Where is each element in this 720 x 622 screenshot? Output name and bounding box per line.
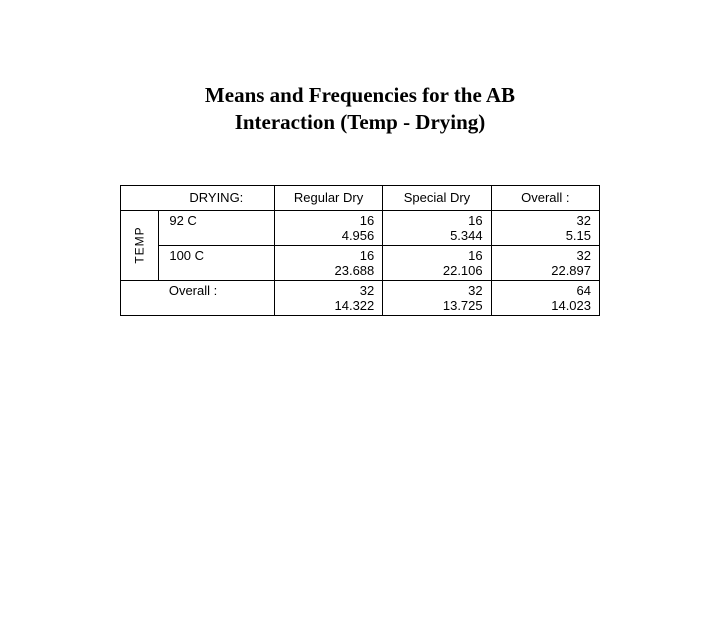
- row-label-100c: 100 C: [159, 245, 274, 280]
- overall-label: Overall :: [159, 280, 274, 315]
- cell-100c-regular: 16 23.688: [274, 245, 382, 280]
- title-line-2: Interaction (Temp - Drying): [235, 110, 486, 134]
- drying-header: DRYING:: [159, 185, 274, 210]
- col-special-dry: Special Dry: [383, 185, 491, 210]
- table-overall-row: Overall : 32 14.322 32 13.725 64 14.023: [121, 280, 600, 315]
- title-line-1: Means and Frequencies for the AB: [205, 83, 515, 107]
- cell-92c-regular: 16 4.956: [274, 210, 382, 245]
- interaction-table: DRYING: Regular Dry Special Dry Overall …: [120, 185, 600, 316]
- table-row: TEMP 92 C 16 4.956 16 5.344 32 5.15: [121, 210, 600, 245]
- temp-axis-label: TEMP: [121, 210, 159, 280]
- col-overall: Overall :: [491, 185, 599, 210]
- col-regular-dry: Regular Dry: [274, 185, 382, 210]
- cell-overall-regular: 32 14.322: [274, 280, 382, 315]
- cell-100c-overall: 32 22.897: [491, 245, 599, 280]
- table-row: 100 C 16 23.688 16 22.106 32 22.897: [121, 245, 600, 280]
- row-label-92c: 92 C: [159, 210, 274, 245]
- cell-overall-overall: 64 14.023: [491, 280, 599, 315]
- cell-92c-special: 16 5.344: [383, 210, 491, 245]
- page-title: Means and Frequencies for the AB Interac…: [0, 82, 720, 137]
- cell-100c-special: 16 22.106: [383, 245, 491, 280]
- table-header-row: DRYING: Regular Dry Special Dry Overall …: [121, 185, 600, 210]
- cell-overall-special: 32 13.725: [383, 280, 491, 315]
- cell-92c-overall: 32 5.15: [491, 210, 599, 245]
